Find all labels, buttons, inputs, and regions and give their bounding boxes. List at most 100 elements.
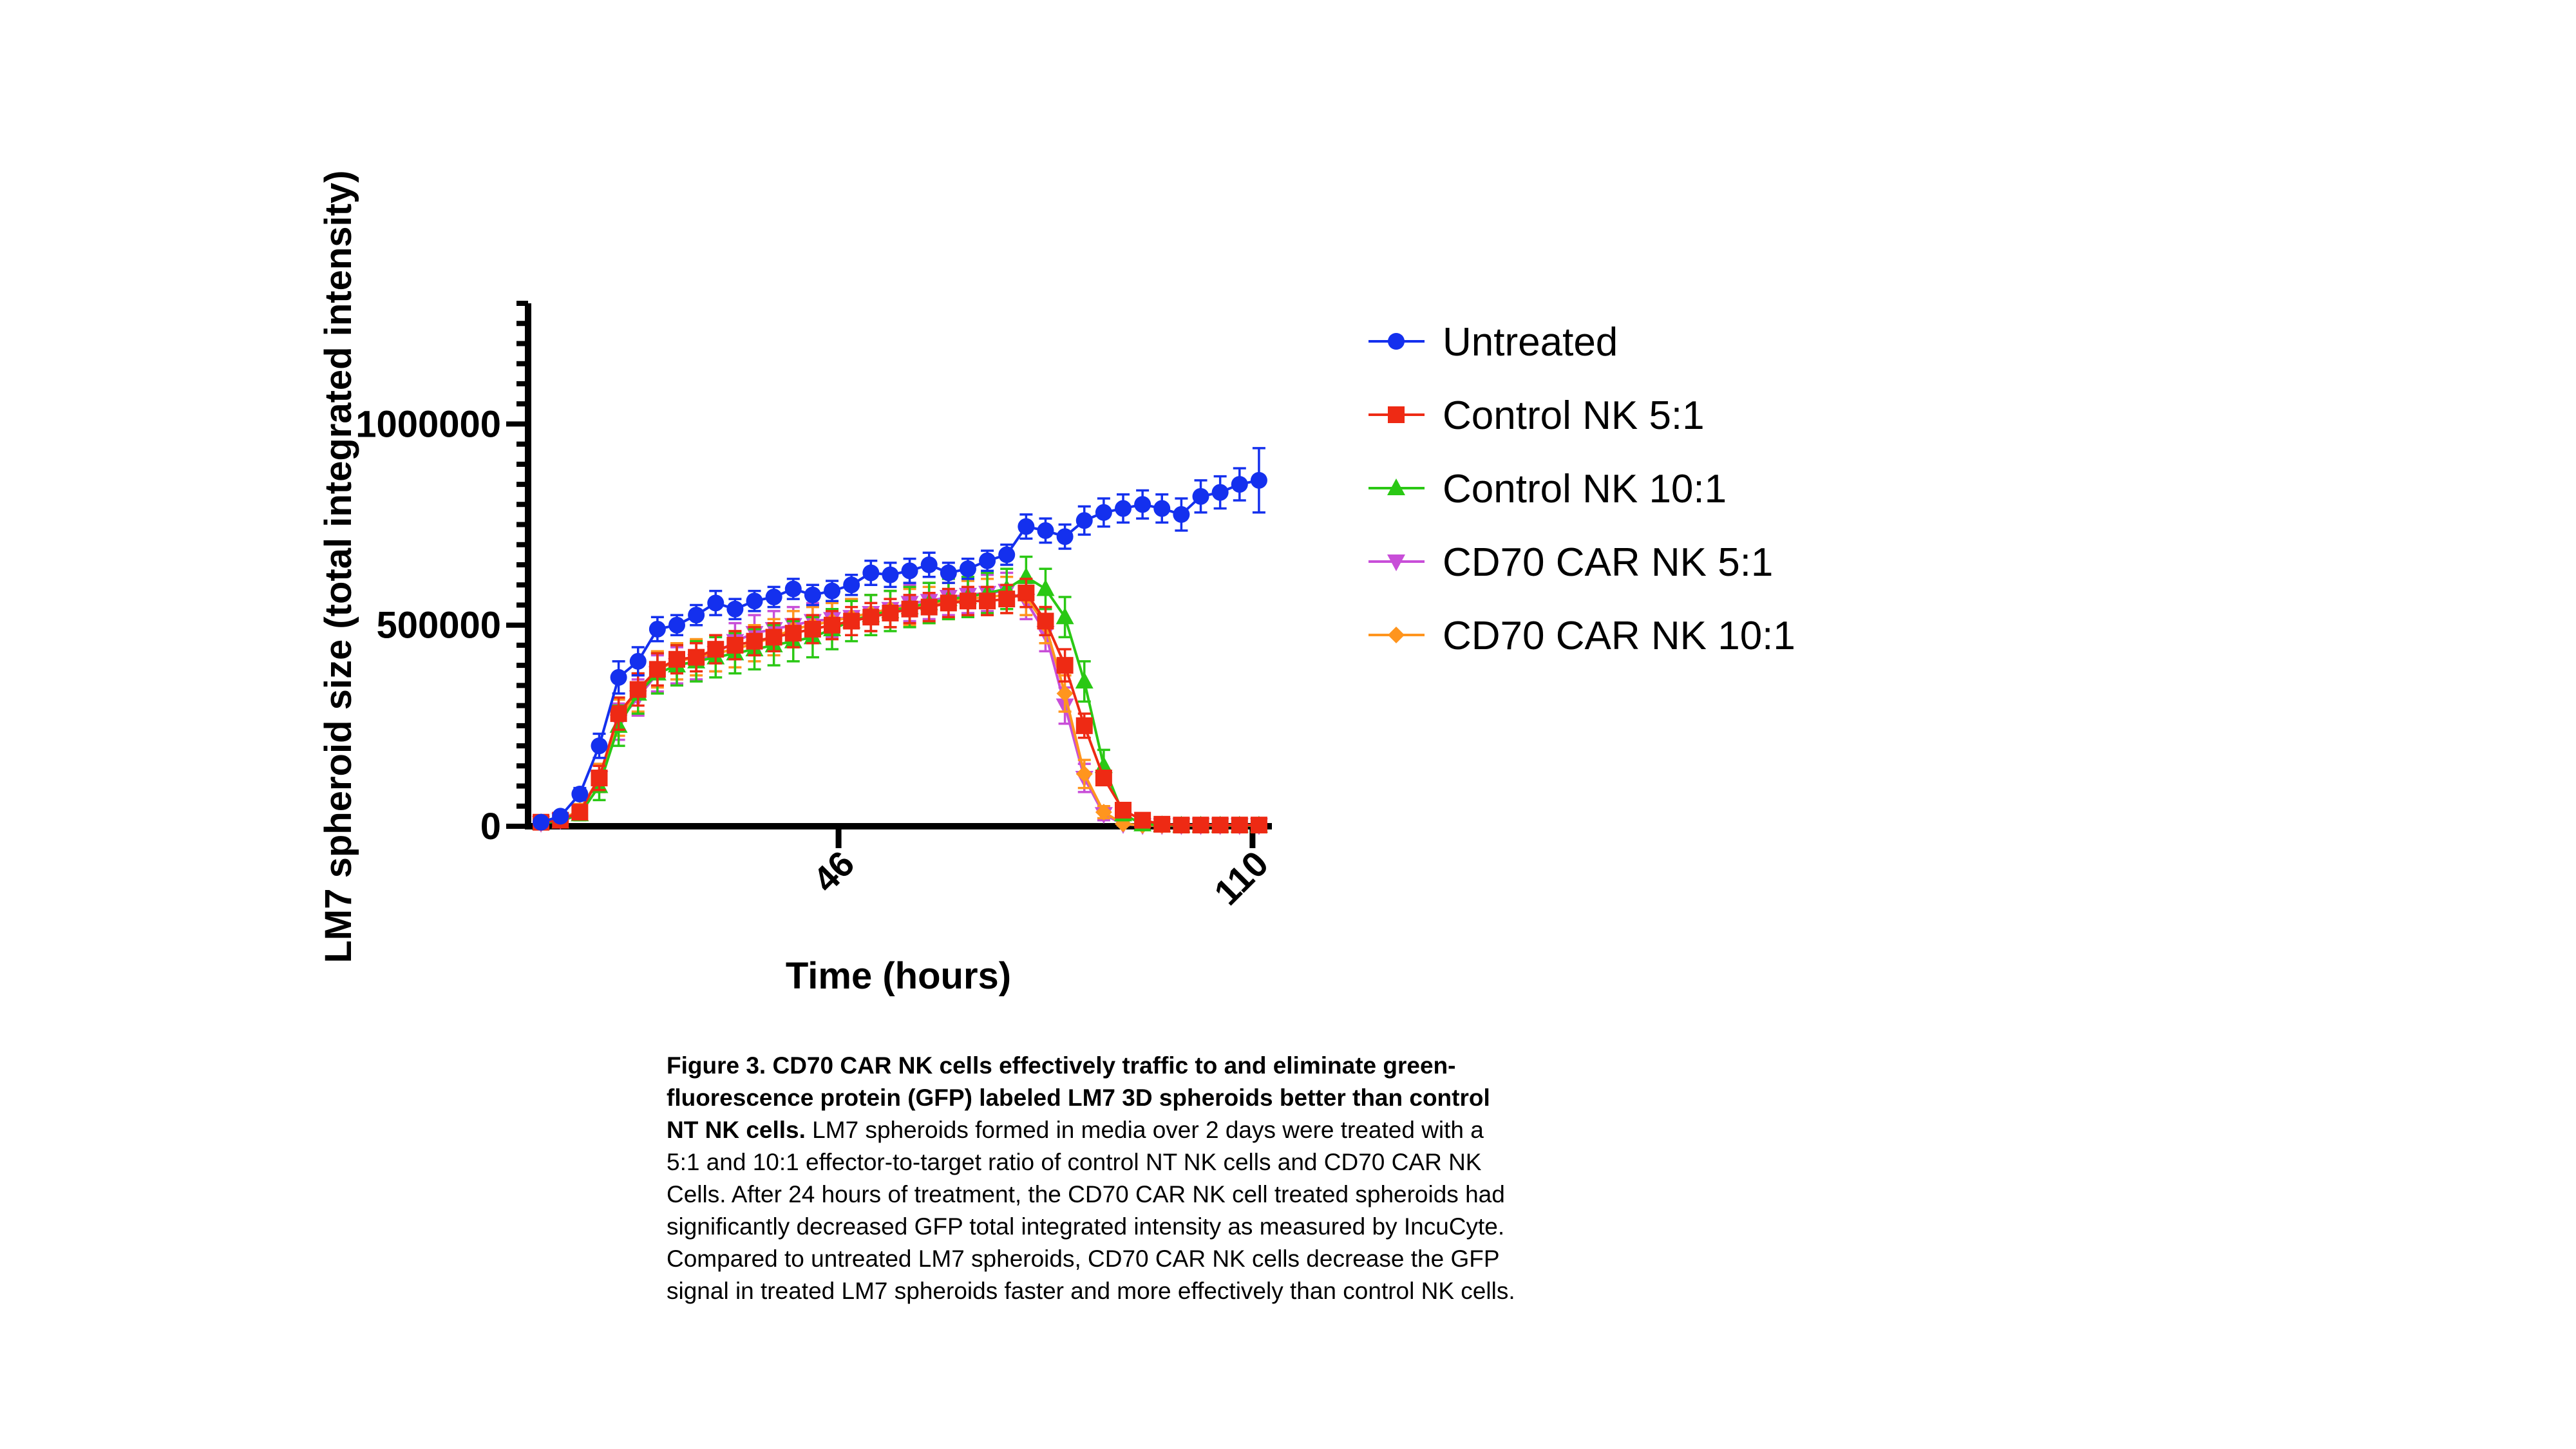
y-tick-label: 1000000: [355, 403, 501, 445]
caption-text: LM7 spheroids formed in media over 2 day…: [667, 1117, 1515, 1304]
data-point: [882, 604, 899, 621]
legend-marker: [1388, 627, 1405, 643]
series-untreated: [533, 447, 1267, 831]
legend-label: Untreated: [1443, 320, 1618, 365]
axes: 0 500000 1000000 46 110: [355, 301, 1276, 913]
data-point: [1115, 802, 1132, 819]
data-point: [1075, 717, 1093, 734]
data-point: [1211, 484, 1229, 501]
data-point: [959, 560, 976, 578]
data-point: [1115, 500, 1132, 517]
series-line: [540, 591, 1259, 827]
data-point: [824, 616, 841, 634]
series-line: [540, 478, 1260, 824]
data-point: [804, 620, 821, 638]
data-point: [784, 625, 802, 642]
data-point: [862, 564, 880, 582]
legend-entry: CD70 CAR NK 5:1: [1368, 540, 1773, 585]
legend-label: Control NK 5:1: [1443, 393, 1705, 438]
x-axis-title: Time (hours): [786, 955, 1011, 997]
legend: Untreated Control NK 5:1 Control NK 10:1 CD…: [1368, 320, 1795, 658]
data-point: [1095, 804, 1112, 821]
data-point: [1231, 476, 1248, 493]
data-point: [824, 582, 841, 600]
data-point: [649, 661, 666, 678]
data-point: [1211, 817, 1229, 834]
figure-caption: Figure 3. CD70 CAR NK cells effectively …: [667, 1050, 1523, 1307]
data-point: [746, 592, 763, 610]
data-point: [707, 641, 724, 658]
data-point: [1173, 506, 1190, 523]
data-point: [998, 591, 1016, 608]
series-line: [540, 589, 1259, 827]
data-point: [1037, 522, 1054, 539]
legend-label: Control NK 10:1: [1443, 467, 1727, 511]
caption-bold: Figure 3. CD70 CAR NK cells effectively …: [667, 1052, 1490, 1143]
data-point: [843, 576, 860, 594]
legend-marker: [1387, 554, 1405, 571]
data-point: [804, 586, 821, 603]
legend-label: CD70 CAR NK 10:1: [1443, 614, 1795, 658]
data-point: [1173, 817, 1190, 834]
data-point: [765, 588, 782, 605]
data-point: [1250, 471, 1267, 489]
data-point: [610, 668, 627, 686]
legend-marker: [1388, 406, 1405, 423]
data-point: [940, 564, 957, 582]
data-point: [1192, 817, 1209, 834]
data-point: [1134, 496, 1151, 513]
data-point: [1036, 579, 1055, 596]
data-point: [746, 632, 763, 650]
data-point: [649, 620, 666, 638]
data-point: [668, 616, 685, 634]
data-point: [940, 594, 957, 612]
data-point: [1192, 488, 1209, 505]
series-layer: [532, 447, 1268, 835]
data-point: [1095, 770, 1112, 787]
data-point: [688, 607, 705, 624]
data-point: [1018, 584, 1035, 601]
data-point: [1056, 657, 1074, 674]
data-point: [862, 609, 880, 626]
data-point: [1018, 518, 1035, 535]
data-point: [591, 737, 608, 755]
series-line: [540, 575, 1259, 827]
data-point: [1056, 685, 1074, 702]
data-point: [920, 598, 938, 616]
data-point: [1153, 815, 1171, 833]
data-point: [571, 786, 589, 803]
data-point: [629, 652, 647, 670]
legend-entry: Control NK 5:1: [1368, 393, 1705, 438]
data-point: [533, 813, 550, 831]
series-line: [540, 593, 1259, 827]
data-point: [1075, 672, 1094, 689]
data-point: [765, 629, 782, 646]
legend-label: CD70 CAR NK 5:1: [1443, 540, 1773, 585]
data-point: [1231, 817, 1248, 834]
legend-entry: CD70 CAR NK 10:1: [1368, 614, 1795, 658]
data-point: [979, 592, 996, 610]
data-point: [1037, 612, 1054, 630]
data-point: [707, 594, 724, 612]
data-point: [552, 808, 569, 825]
data-point: [726, 636, 744, 654]
legend-marker: [1387, 478, 1405, 495]
data-point: [901, 600, 918, 618]
legend-entry: Untreated: [1368, 320, 1618, 365]
data-point: [959, 592, 976, 610]
data-point: [979, 552, 996, 569]
data-point: [882, 566, 899, 583]
data-point: [726, 600, 744, 618]
data-point: [629, 681, 647, 698]
data-point: [688, 649, 705, 666]
y-tick-label: 0: [480, 806, 501, 848]
legend-marker: [1388, 333, 1405, 350]
data-point: [784, 580, 802, 598]
data-point: [668, 650, 685, 668]
x-tick-label: 110: [1206, 843, 1276, 913]
data-point: [1075, 765, 1093, 782]
data-point: [1056, 528, 1074, 545]
data-point: [920, 556, 938, 573]
x-tick-label: 46: [805, 843, 862, 900]
